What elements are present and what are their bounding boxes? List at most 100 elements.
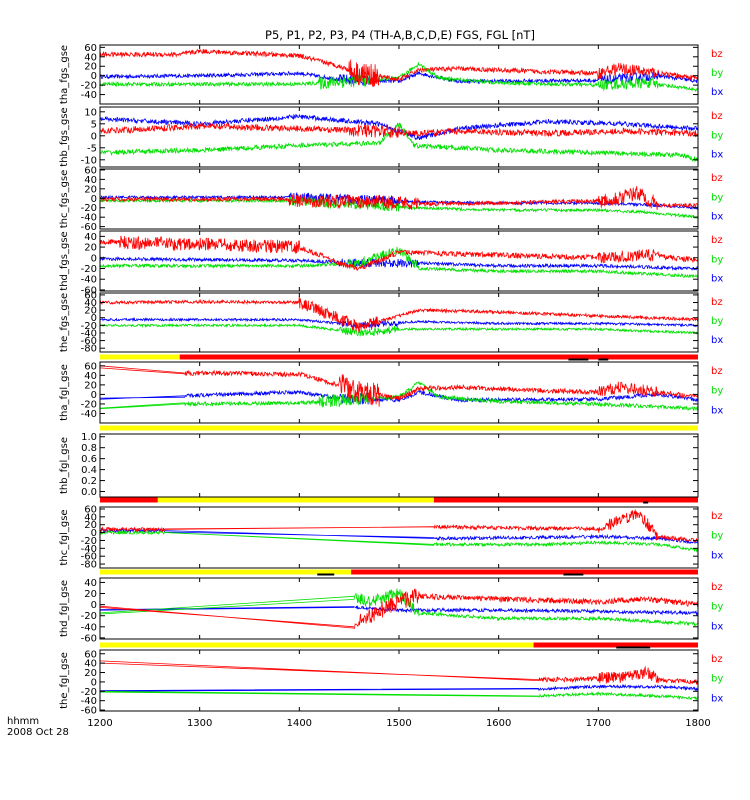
series-line-by [100, 690, 698, 701]
panel-frame [99, 361, 699, 424]
y-tick-label: -60 [81, 633, 97, 644]
y-tick-label: 5 [91, 119, 97, 130]
legend-bx: bx [711, 550, 723, 561]
mode-mark [568, 358, 589, 361]
y-tick-label: 0.0 [81, 487, 97, 498]
y-tick-label: 60 [84, 649, 97, 660]
mode-mark [317, 573, 335, 576]
legend-bz: bz [711, 297, 723, 308]
y-tick-label: 0 [91, 528, 97, 539]
legend-by: by [711, 602, 723, 613]
y-axis-label: the_fgl_gse [59, 652, 70, 709]
y-tick-label: 0.4 [81, 465, 97, 476]
availability-bar-segment [100, 354, 180, 360]
y-axis-label: tha_fgs_gse [59, 45, 70, 104]
availability-bar-segment [433, 497, 698, 503]
series-line-bx [100, 389, 698, 405]
series-line-bz [100, 296, 698, 333]
series-line-bz [100, 509, 698, 543]
legend-by: by [711, 130, 723, 141]
y-tick-label: -10 [81, 155, 97, 166]
legend-bz: bz [711, 654, 723, 665]
y-axis-label: thc_fgl_gse [59, 509, 70, 565]
x-tick-label: 1300 [187, 718, 212, 729]
legend-by: by [711, 68, 723, 79]
y-tick-label: -40 [81, 622, 97, 633]
legend-by: by [711, 192, 723, 203]
series-line-bx [100, 317, 698, 329]
y-tick-label: -80 [81, 560, 97, 571]
series-line-by [100, 61, 698, 93]
series-line-bz [100, 48, 698, 87]
y-tick-label: 10 [84, 107, 97, 118]
series-line-by [100, 122, 698, 163]
series-line-bx [100, 527, 698, 545]
legend-by: by [711, 254, 723, 265]
y-tick-label: -20 [81, 399, 97, 410]
y-tick-label: 40 [84, 578, 97, 589]
panel-frame [99, 433, 699, 498]
legend-bx: bx [711, 274, 723, 285]
y-tick-label: -40 [81, 328, 97, 339]
y-tick-label: 0.6 [81, 454, 97, 465]
x-axis-label-hhmm: hhmm [7, 716, 39, 727]
availability-bar-segment [533, 642, 698, 648]
y-tick-label: -20 [81, 203, 97, 214]
y-tick-label: 20 [84, 668, 97, 679]
legend-bx: bx [711, 621, 723, 632]
y-tick-label: 60 [84, 43, 97, 54]
y-tick-label: 20 [84, 520, 97, 531]
series-line-bz [100, 186, 698, 210]
y-tick-label: 0.8 [81, 443, 97, 454]
series-line-by [100, 588, 698, 627]
x-tick-label: 1200 [87, 718, 112, 729]
y-tick-label: 20 [84, 380, 97, 391]
y-tick-label: -40 [81, 213, 97, 224]
availability-bar-segment [351, 569, 698, 575]
panel-frame [99, 649, 699, 712]
y-axis-label: thb_fgl_gse [59, 437, 70, 494]
availability-bar-segment [100, 497, 158, 503]
legend-bx: bx [711, 150, 723, 161]
panel-thb_fgl_gse: 1.00.80.60.40.20.0 thb_fgl_gse [59, 425, 699, 498]
y-tick-label: -20 [81, 81, 97, 92]
y-tick-label: -20 [81, 687, 97, 698]
y-axis-label: the_fgs_gse [59, 293, 70, 352]
y-tick-label: 40 [84, 52, 97, 63]
mode-mark [598, 358, 609, 361]
y-axis-label: thb_fgs_gse [59, 107, 70, 166]
availability-bar-segment [100, 569, 352, 575]
y-tick-label: 60 [84, 504, 97, 515]
y-tick-label: -40 [81, 90, 97, 101]
mode-mark [563, 573, 584, 576]
y-tick-label: 0 [91, 390, 97, 401]
y-tick-label: 0 [91, 131, 97, 142]
y-axis-label: thd_fgl_gse [59, 580, 70, 637]
legend-by: by [711, 674, 723, 685]
panel-frame [99, 106, 699, 168]
y-tick-label: 20 [84, 243, 97, 254]
y-tick-label: 20 [84, 184, 97, 195]
y-axis-label: thc_fgs_gse [59, 170, 70, 229]
y-tick-label: 40 [84, 512, 97, 523]
legend-bz: bz [711, 366, 723, 377]
y-tick-label: 40 [84, 232, 97, 243]
y-tick-label: 60 [84, 290, 97, 301]
y-tick-label: 0.2 [81, 476, 97, 487]
legend-bx: bx [711, 693, 723, 704]
series-line-bx [100, 255, 698, 271]
y-tick-label: -5 [87, 143, 97, 154]
y-tick-label: -60 [81, 706, 97, 717]
y-axis-label: tha_fgl_gse [59, 364, 70, 421]
x-axis-label-date: 2008 Oct 28 [7, 727, 69, 738]
x-tick-label: 1400 [287, 718, 312, 729]
series-line-bz [100, 365, 698, 407]
